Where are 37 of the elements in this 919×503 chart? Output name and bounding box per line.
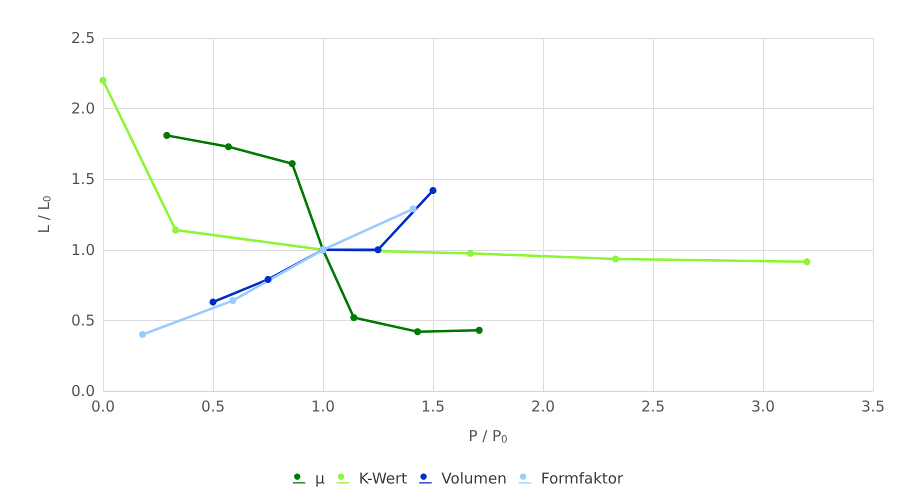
point (229, 297, 236, 304)
point (224, 143, 232, 150)
legend-label: μ (315, 470, 326, 488)
y-axis-title: L / L0 (35, 196, 54, 234)
point (414, 328, 422, 336)
y-tick-label: 0.5 (71, 311, 95, 330)
y-tick-label: 0.0 (71, 382, 95, 400)
x-tick-label: 3.0 (751, 398, 775, 416)
point (804, 258, 810, 266)
y-tick-label: 1.0 (71, 240, 95, 259)
y-tick-label: 1.5 (71, 170, 95, 188)
point (288, 160, 296, 168)
point (210, 298, 216, 306)
point (264, 276, 272, 283)
legend-label: Volumen (441, 470, 507, 488)
x-tick-label: 1.5 (421, 398, 445, 416)
point (350, 314, 358, 322)
legend-label: K-Wert (358, 470, 408, 488)
x-tick-label: 1.0 (311, 398, 335, 416)
x-tick-label: 3.5 (861, 398, 885, 416)
point (100, 76, 106, 84)
point (172, 226, 180, 234)
x-tick-label: 0.5 (201, 398, 225, 416)
x-tick-label: 2.5 (641, 398, 665, 416)
y-tick-label: 2.5 (71, 29, 95, 47)
point (612, 255, 620, 262)
y-tick-label: 2.0 (71, 100, 95, 118)
point (410, 205, 417, 212)
point (476, 326, 483, 334)
legend-label: Formfaktor (540, 470, 624, 488)
point (139, 331, 146, 338)
point (374, 246, 382, 254)
x-tick-label: 0.0 (91, 398, 115, 416)
point (430, 187, 436, 194)
x-tick-label: 2.0 (531, 398, 555, 416)
point (163, 132, 170, 139)
point (466, 250, 474, 257)
